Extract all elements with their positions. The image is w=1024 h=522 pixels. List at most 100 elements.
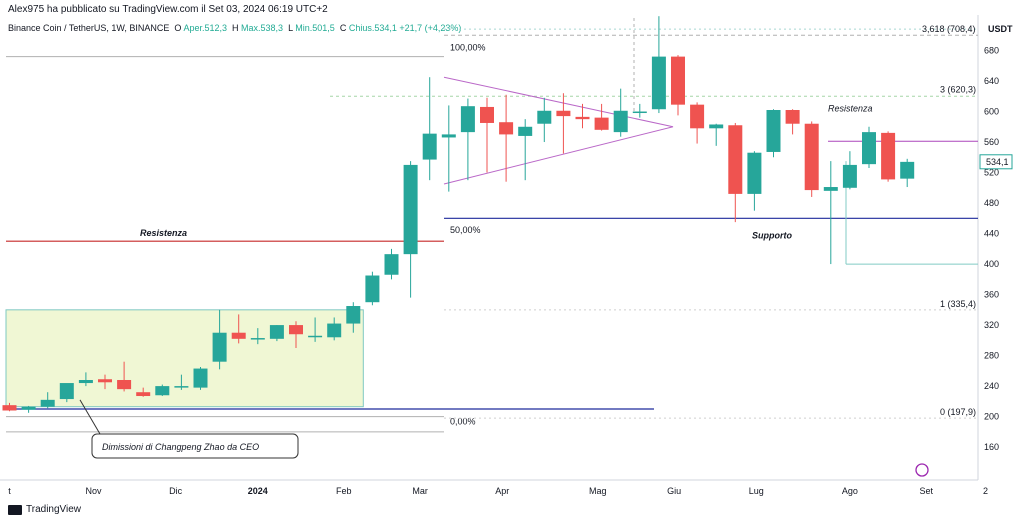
candle-body xyxy=(346,306,361,324)
candle-body xyxy=(441,134,456,138)
x-tick-label: t xyxy=(8,486,11,496)
y-tick-label: 360 xyxy=(984,290,999,300)
candle-body xyxy=(384,254,399,275)
candle-body xyxy=(842,164,857,188)
low-label: L xyxy=(288,23,293,33)
candle-body xyxy=(365,275,380,303)
last-price-tag xyxy=(979,154,1013,170)
candle-body xyxy=(575,116,590,120)
symbol-name: Binance Coin / TetherUS, 1W, BINANCE xyxy=(8,23,170,33)
x-tick-label: 2 xyxy=(983,486,988,496)
candle-body xyxy=(785,110,800,124)
x-tick-label: Ago xyxy=(842,486,858,496)
y-tick-label: 680 xyxy=(984,46,999,56)
candle-body xyxy=(518,126,533,136)
candle-body xyxy=(155,386,170,396)
publisher-line: Alex975 ha pubblicato su TradingView.com… xyxy=(8,4,328,15)
change-value: +21,7 (+4,23%) xyxy=(399,23,462,33)
candle-body xyxy=(900,161,915,179)
note-pointer xyxy=(79,399,101,435)
candle-body xyxy=(250,338,265,340)
candle-body xyxy=(460,106,475,133)
consolidation-box xyxy=(5,309,364,408)
candle-body xyxy=(613,110,628,133)
candle-body xyxy=(2,405,17,411)
note-box xyxy=(91,433,299,459)
ext-1-label: 1 (335,4) xyxy=(940,299,976,309)
candle-body xyxy=(804,123,819,191)
candle-body xyxy=(136,392,151,397)
fib-50-label: 50,00% xyxy=(450,225,481,235)
y-tick-label: 200 xyxy=(984,412,999,422)
candle-body xyxy=(327,323,342,338)
candle-body xyxy=(289,325,303,335)
y-tick-label: 480 xyxy=(984,198,999,208)
candle-body xyxy=(728,125,743,194)
candle-body xyxy=(881,132,896,180)
currency-label: USDT xyxy=(988,24,1013,34)
alert-icon xyxy=(915,463,929,477)
high-label: H xyxy=(232,23,239,33)
brand-label: TradingView xyxy=(26,504,82,515)
candle-body xyxy=(422,133,437,160)
candle-body xyxy=(671,56,685,105)
open-value: Aper.512,3 xyxy=(183,23,227,33)
candle-body xyxy=(40,399,55,407)
candle-body xyxy=(823,187,838,191)
candle-body xyxy=(98,379,112,383)
x-tick-label: Mag xyxy=(589,486,607,496)
fib-100-label: 100,00% xyxy=(450,43,486,53)
last-price-label: 534,1 xyxy=(986,157,1009,167)
triangle-pattern xyxy=(443,76,674,185)
ext-0-label: 0 (197,9) xyxy=(940,407,976,417)
high-value: Max.538,3 xyxy=(241,23,284,33)
x-tick-label: Set xyxy=(920,486,934,496)
x-tick-label: Nov xyxy=(86,486,103,496)
footer-brand: TradingView xyxy=(8,504,81,515)
low-value: Min.501,5 xyxy=(295,23,335,33)
resistance-label-left: Resistenza xyxy=(140,228,187,238)
symbol-line: Binance Coin / TetherUS, 1W, BINANCE O A… xyxy=(8,23,461,33)
candle-body xyxy=(862,132,876,165)
y-tick-label: 320 xyxy=(984,320,999,330)
candle-body xyxy=(269,325,284,339)
candle-body xyxy=(556,110,571,117)
x-tick-label: Dic xyxy=(169,486,182,496)
candle-body xyxy=(174,386,189,388)
y-tick-label: 600 xyxy=(984,107,999,117)
y-tick-label: 240 xyxy=(984,381,999,391)
candle-body xyxy=(709,124,724,129)
candle-body xyxy=(308,335,323,338)
x-tick-label: Lug xyxy=(749,486,764,496)
candle-body xyxy=(747,152,762,194)
candle-body xyxy=(212,332,227,362)
x-tick-label: 2024 xyxy=(248,486,268,496)
candle-body xyxy=(59,383,74,400)
close-label: C xyxy=(339,23,347,33)
candle-body xyxy=(537,110,552,124)
x-tick-label: Giu xyxy=(667,486,681,496)
x-tick-label: Mar xyxy=(412,486,428,496)
y-tick-label: 400 xyxy=(984,259,999,269)
x-tick-label: Apr xyxy=(495,486,509,496)
y-tick-label: 520 xyxy=(984,168,999,178)
candle-body xyxy=(78,380,93,384)
y-tick-label: 160 xyxy=(984,442,999,452)
close-value: Chius.534,1 xyxy=(348,23,397,33)
note-text: Dimissioni di Changpeng Zhao da CEO xyxy=(102,442,259,452)
candle-body xyxy=(499,122,514,135)
x-tick-label: Feb xyxy=(336,486,352,496)
resistance-label-right: Resistenza xyxy=(828,103,873,113)
candle-body xyxy=(193,368,208,388)
support-label: Supporto xyxy=(752,230,792,240)
open-label: O xyxy=(174,23,182,33)
candle-body xyxy=(690,104,705,129)
y-tick-label: 640 xyxy=(984,76,999,86)
candle-body xyxy=(21,406,36,410)
candle-body xyxy=(632,111,647,114)
ext-3618-label: 3,618 (708,4) xyxy=(922,24,976,34)
tradingview-logo-icon xyxy=(8,504,22,515)
y-tick-label: 440 xyxy=(984,229,999,239)
fib-0-label: 0,00% xyxy=(450,417,476,427)
